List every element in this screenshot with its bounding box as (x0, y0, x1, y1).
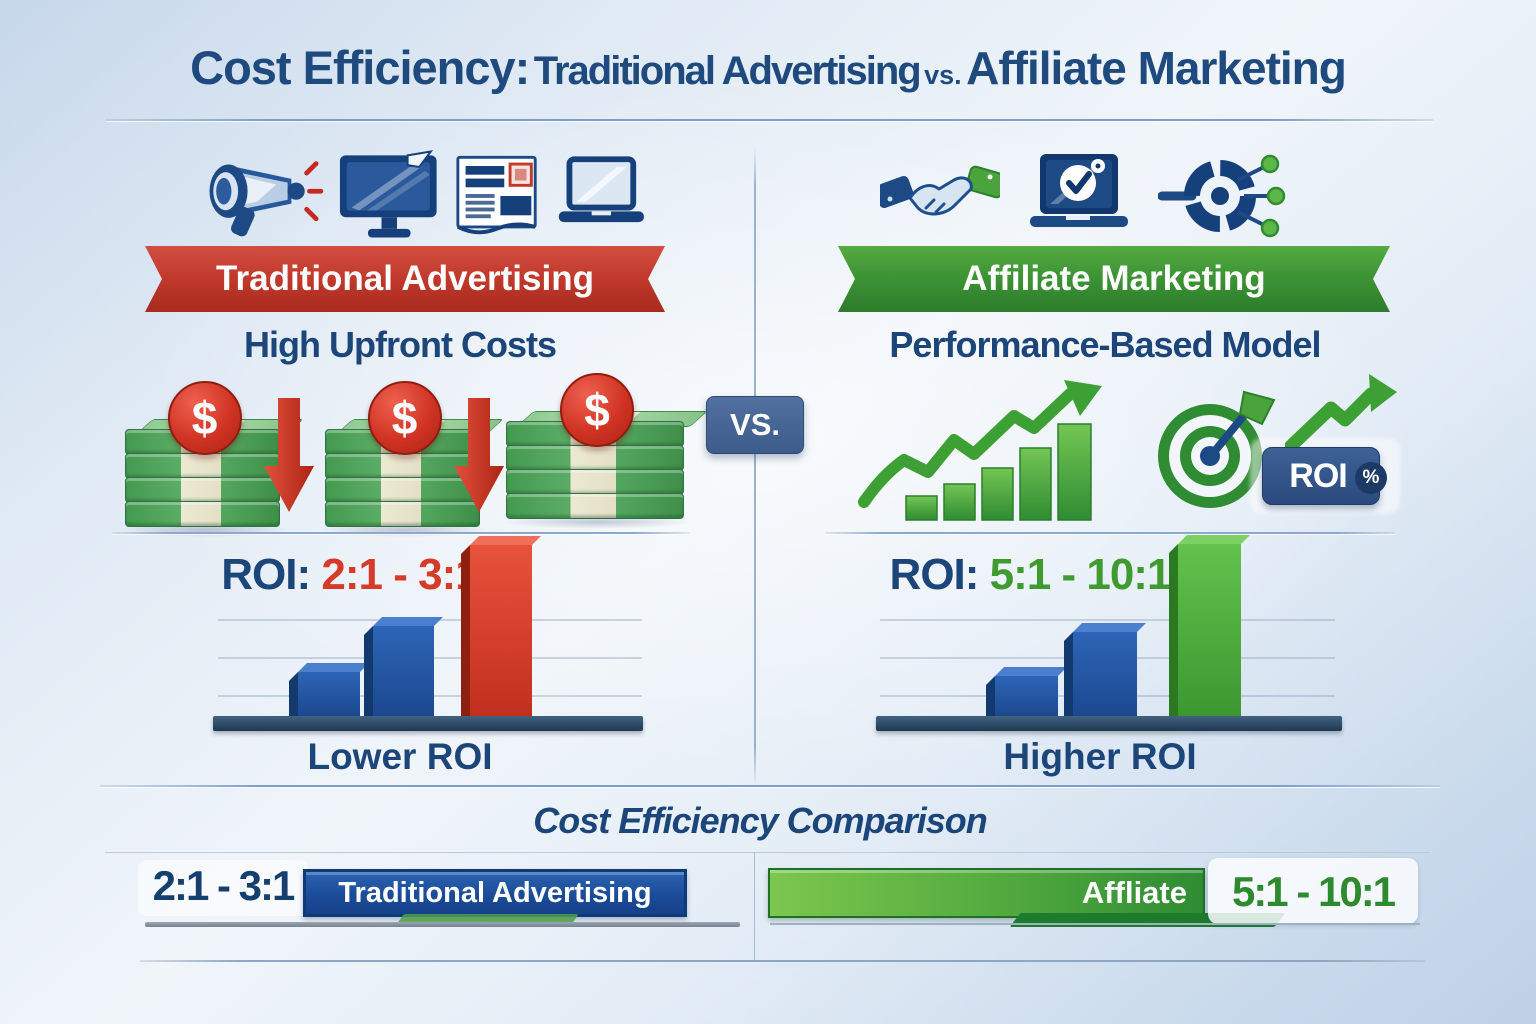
left-chart-bar-small (289, 663, 369, 725)
roi-value: 5:1 - 10:1 (989, 550, 1172, 599)
performance-based-model-label: Performance-Based Model (889, 324, 1321, 365)
bottom-section-divider (100, 785, 1440, 787)
right-chart-bar-tall (1169, 535, 1250, 725)
affiliate-marketing-ribbon: Affiliate Marketing (838, 246, 1390, 312)
title-part-1: Cost Efficiency: (190, 41, 530, 94)
title-part-2: Traditional Advertising (533, 49, 922, 93)
title-part-3: vs. (924, 60, 962, 90)
right-chart-axis (876, 716, 1342, 731)
roi-label: ROI: (221, 550, 311, 599)
comparison-bar-label: Affliate (1081, 875, 1187, 910)
laptop-checkmark-icon (1030, 154, 1128, 227)
roi-badge-text: ROI (1289, 456, 1347, 495)
comparison-bar-label: Traditional Advertising (338, 876, 652, 909)
traditional-roi-ratio: 2:1 - 3:1 (152, 862, 296, 909)
vertical-divider (754, 148, 756, 786)
ribbon-label: Traditional Advertising (216, 259, 594, 298)
money-stack: $ (500, 373, 708, 529)
roi-label: ROI: (889, 550, 980, 599)
newspaper-icon (456, 155, 537, 235)
left-chart-axis (213, 716, 643, 731)
megaphone-icon (209, 161, 324, 237)
traditional-media-icons (200, 148, 650, 240)
title-part-4: Affiliate Marketing (966, 42, 1347, 94)
tv-monitor-icon (339, 150, 437, 238)
left-chart-bar-medium (364, 617, 443, 725)
page-title: Cost Efficiency: Traditional Advertising… (0, 40, 1536, 95)
high-upfront-costs-label: High Upfront Costs (244, 324, 557, 365)
up-arrow-icon (1285, 374, 1397, 450)
affiliate-icons (880, 150, 1290, 240)
comparison-title: Cost Efficiency Comparison (533, 800, 987, 841)
left-value-panel (138, 860, 308, 916)
vs-badge: VS. (706, 396, 804, 454)
right-baseline (770, 923, 1420, 925)
affiliate-network-icon (1158, 154, 1286, 238)
roi-percent-badge: ROI % (1262, 447, 1387, 505)
affiliate-comparison-bar: Affliate (768, 868, 1205, 918)
left-chart-bar-tall (461, 536, 541, 725)
affiliate-roi-ratio: 5:1 - 10:1 (1231, 868, 1396, 915)
laptop-icon (559, 156, 645, 223)
right-value-panel (1208, 858, 1418, 924)
target-icon (1158, 390, 1276, 508)
left-section-divider (112, 532, 690, 534)
left-baseline (145, 922, 740, 927)
growth-chart-icon (858, 380, 1102, 521)
down-arrow-icon (454, 398, 504, 512)
handshake-icon (880, 165, 1000, 216)
roi-value: 2:1 - 3:1 (321, 550, 479, 599)
ribbon-label: Affiliate Marketing (962, 259, 1266, 298)
higher-roi-caption: Higher ROI (1003, 736, 1197, 777)
percent-icon: % (1355, 462, 1387, 494)
right-section-divider (825, 532, 1395, 534)
traditional-roi-line: ROI: 2:1 - 3:1 (150, 550, 550, 600)
title-divider (105, 119, 1433, 121)
page-bottom-line (140, 960, 1425, 962)
dollar-badge-icon: $ (560, 373, 634, 447)
comparison-vertical-divider (754, 852, 755, 962)
traditional-advertising-ribbon: Traditional Advertising (145, 246, 665, 312)
money-stack: $ (119, 381, 304, 537)
right-chart-bar-medium (1064, 623, 1146, 725)
gridline (880, 619, 1335, 621)
down-arrow-icon (264, 398, 314, 512)
right-chart-bar-small (986, 667, 1067, 725)
dollar-badge-icon: $ (367, 381, 442, 455)
affiliate-roi-line: ROI: 5:1 - 10:1 (830, 550, 1230, 600)
lower-roi-caption: Lower ROI (307, 736, 493, 777)
traditional-comparison-bar: Traditional Advertising (303, 869, 687, 917)
comparison-top-line (105, 852, 1430, 853)
dollar-badge-icon: $ (167, 381, 242, 455)
